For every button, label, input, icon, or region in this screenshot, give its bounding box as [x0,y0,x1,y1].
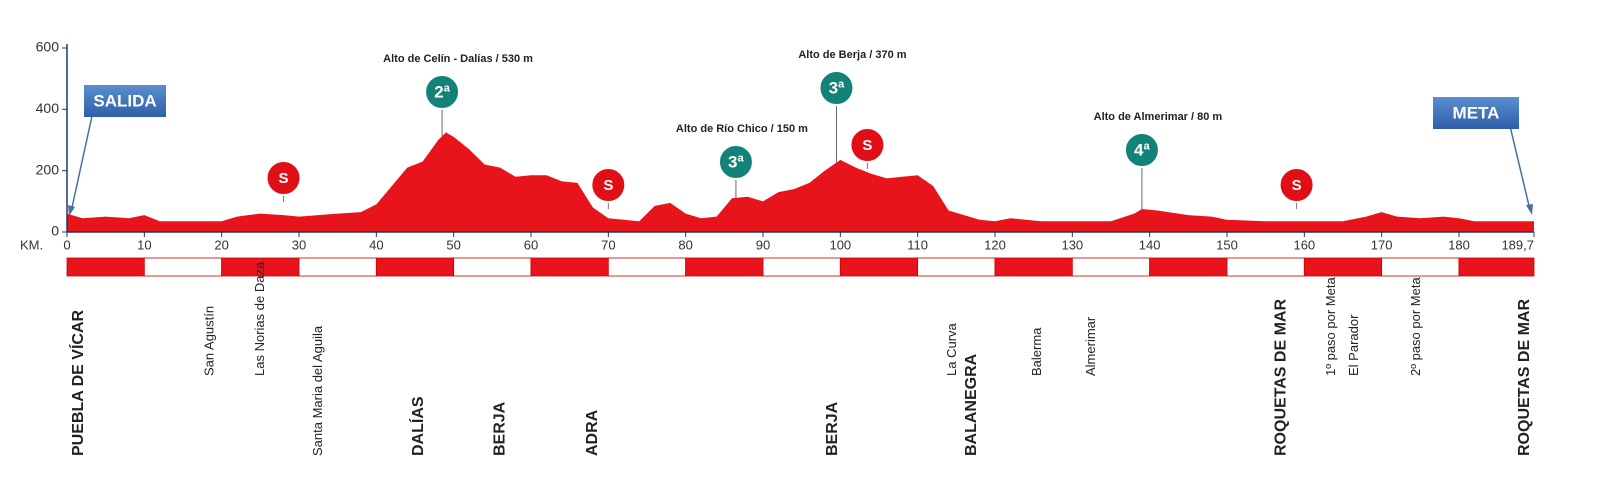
x-tick-label: 180 [1448,237,1470,252]
x-tick-label: 140 [1139,237,1161,252]
climb-category: 3ª [829,78,845,97]
km-stripe [994,257,1073,277]
km-stripe [1226,257,1305,277]
place-label: Las Norias de Daza [252,261,267,376]
finish-box [1433,97,1519,129]
sprint-label: S [1292,177,1302,194]
x-tick-label: 120 [984,237,1006,252]
climb-badge [424,74,461,110]
x-tick-label: 50 [446,237,460,252]
place-label: DALÍAS [408,396,427,456]
climb-badge [1123,132,1160,168]
km-stripe [1303,257,1383,277]
place-label: ROQUETAS DE MAR [1516,299,1533,456]
x-tick-label: 150 [1216,237,1238,252]
km-stripe [1149,257,1228,277]
sprint-badge [265,160,302,196]
x-tick-label: 0 [63,237,70,252]
km-stripe [1458,257,1535,277]
place-label: ROQUETAS DE MAR [1272,299,1289,456]
finish-arrow [1509,125,1531,211]
km-stripe [530,257,609,277]
km-stripe [762,257,841,277]
x-tick-label: 90 [756,237,770,252]
climb-badge [717,144,754,180]
x-tick-label: 40 [369,237,383,252]
km-stripe [1381,257,1460,277]
climb-badge [818,70,855,106]
start-box [84,85,166,117]
y-tick-label: 400 [36,100,60,116]
finish-arrow-head [1526,204,1533,215]
place-label: La Curva [944,322,959,376]
climb-category: 2ª [434,82,450,101]
x-tick-label: 160 [1293,237,1315,252]
finish-label: META [1453,103,1500,122]
start-arrow [70,115,93,213]
km-stripe [685,257,764,277]
x-axis-label: KM. [20,237,43,252]
sprint-badge [590,167,627,203]
climb-category: 4ª [1134,140,1150,159]
start-label: SALIDA [93,91,156,110]
place-label: El Parador [1346,314,1361,376]
x-tick-label: 170 [1371,237,1393,252]
place-label: Balerma [1029,327,1044,376]
km-stripe [375,257,455,277]
km-stripe [143,257,223,277]
place-label: BERJA [824,401,841,456]
climb-category: 3ª [728,152,744,171]
sprint-badge [1278,167,1315,203]
x-tick-label: 110 [907,237,928,252]
x-tick-label: 10 [137,237,151,252]
place-label: San Agustín [202,306,217,376]
x-tick-label: 80 [678,237,692,252]
sprint-label: S [279,170,289,187]
climb-name: Alto de Almerimar / 80 m [1094,111,1223,123]
place-label: ADRA [584,409,601,456]
place-label: 1º paso por Meta [1323,277,1338,376]
place-label: Santa Maria del Aguila [310,325,325,456]
sprint-badge [849,127,886,163]
km-stripe [1071,257,1151,277]
km-stripe [453,257,532,277]
y-tick-label: 200 [36,161,60,177]
y-tick-label: 0 [51,223,59,239]
x-tick-label: 70 [601,237,615,252]
km-stripe [839,257,919,277]
x-tick-label: 100 [829,237,851,252]
place-label: 2º paso por Meta [1408,277,1423,376]
place-label: BALANEGRA [963,353,980,456]
x-tick-label: 189,7 [1501,237,1534,252]
place-label: Almerimar [1083,316,1098,376]
x-tick-label: 130 [1061,237,1083,252]
climb-name: Alto de Celín - Dalías / 530 m [383,53,533,65]
elevation-area [67,132,1534,232]
sprint-label: S [862,137,872,154]
place-label: PUEBLA DE VÍCAR [68,309,87,456]
y-tick-label: 600 [36,39,60,55]
climb-name: Alto de Berja / 370 m [798,49,906,61]
place-label: BERJA [491,401,508,456]
x-tick-label: 20 [214,237,228,252]
km-stripe [66,257,145,277]
km-stripe [298,257,377,277]
climb-name: Alto de Río Chico / 150 m [676,123,808,135]
km-stripe [917,257,996,277]
start-arrow-head [68,205,75,216]
sprint-label: S [603,177,613,194]
x-tick-label: 60 [524,237,538,252]
x-tick-label: 30 [292,237,306,252]
km-stripe [607,257,687,277]
